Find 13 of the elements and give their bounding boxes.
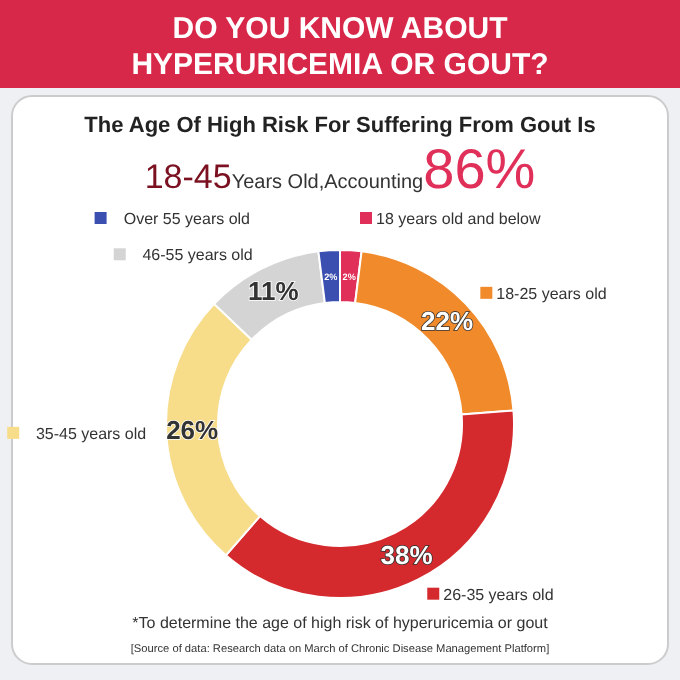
legend-label: 18 years old and below <box>376 210 541 228</box>
data-label: 38% <box>380 540 434 571</box>
legend-label: 46-55 years old <box>142 246 253 265</box>
legend-label: 26-35 years old <box>443 585 554 604</box>
data-label: 26% <box>166 414 220 445</box>
legend-label: 35-45 years old <box>35 424 147 443</box>
text: *To determine the age of high risk of hyperuricemia or gout <box>132 614 550 632</box>
legend-label: 18-25 years old <box>496 284 607 303</box>
chart-subtitle: The Age Of High Risk For Suffering From Gout Is 18-45Years Old,Accounting86% <box>84 114 596 200</box>
legend-label: Over 55 years old <box>123 210 250 228</box>
data-label: 22% <box>421 305 474 336</box>
chart-title: DO YOU KNOW ABOUT HYPERURICEMIA OR GOUT? <box>131 12 549 82</box>
data-label: 11% <box>248 275 300 306</box>
